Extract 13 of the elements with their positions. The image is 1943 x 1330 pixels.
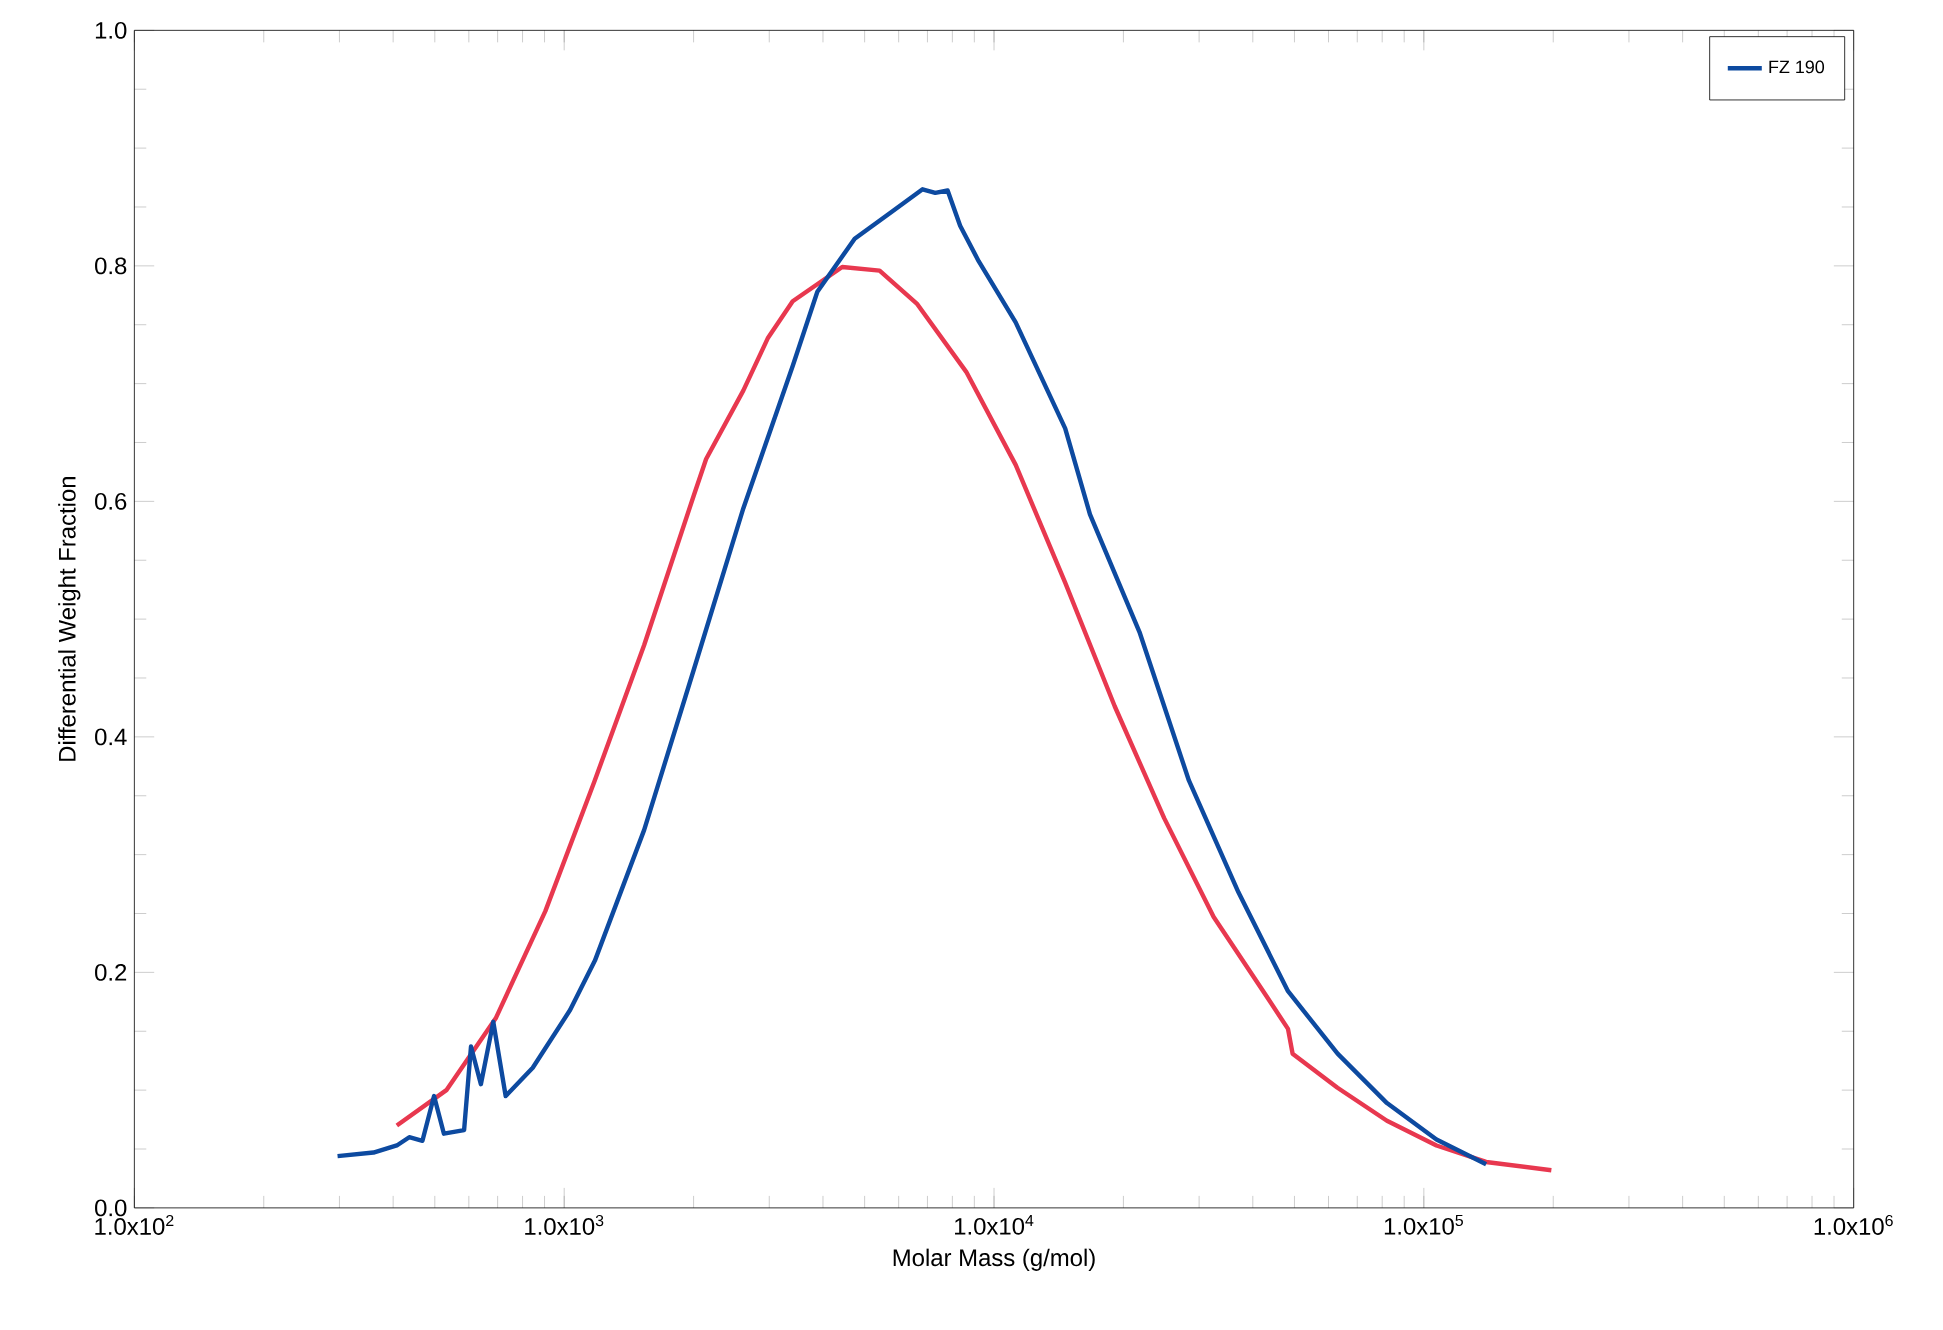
y-tick-label: 0.8 xyxy=(95,257,127,275)
x-axis-title: Molar Mass (g/mol) xyxy=(893,1248,1095,1271)
x-tick-label: 1.0x10$^{3}$ xyxy=(525,1214,604,1235)
x-tick-label: 1.0x10$^{6}$ xyxy=(1814,1214,1893,1235)
y-tick-label: 1.0 xyxy=(95,21,127,39)
y-tick-label: 0.2 xyxy=(95,963,127,981)
x-tick-label: 1.0x10$^{4}$ xyxy=(955,1214,1034,1235)
y-tick-label: 0.4 xyxy=(95,728,127,746)
y-tick-label: 0.6 xyxy=(95,492,127,510)
y-axis-title: Differential Weight Fraction xyxy=(58,476,81,761)
legend-label: FZ 190 xyxy=(1769,60,1825,74)
y-tick-label: 0.0 xyxy=(95,1199,127,1217)
x-tick-label: 1.0x10$^{5}$ xyxy=(1384,1214,1463,1235)
